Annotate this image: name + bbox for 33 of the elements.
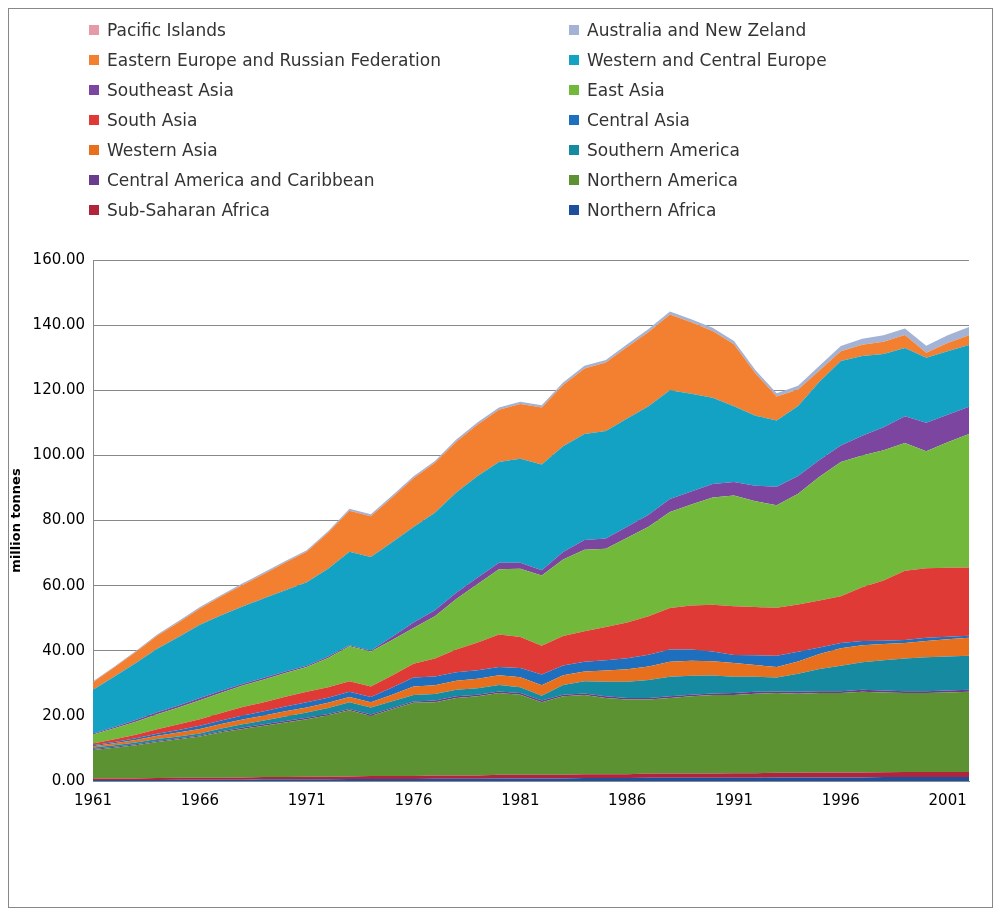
legend-label: Southeast Asia (107, 80, 234, 100)
x-tick-label: 1961 (73, 790, 113, 809)
legend-label: Central America and Caribbean (107, 170, 375, 190)
y-tick-label: 100.00 (32, 445, 86, 464)
legend-label: Western and Central Europe (587, 50, 827, 70)
y-tick-label: 140.00 (32, 315, 86, 334)
y-axis-title: million tonnes (8, 468, 24, 573)
y-tick-label: 160.00 (32, 249, 86, 268)
y-tick-label: 60.00 (42, 575, 86, 594)
y-tick-label: 40.00 (42, 640, 86, 659)
legend-label: Eastern Europe and Russian Federation (107, 50, 441, 70)
y-tick-label: 20.00 (42, 705, 86, 724)
legend-label: Northern Africa (587, 200, 717, 220)
x-tick-label: 1991 (714, 790, 754, 809)
legend-label: Central Asia (587, 110, 690, 130)
y-tick-label: 120.00 (32, 380, 86, 399)
x-tick-label: 2001 (928, 790, 967, 809)
x-tick-label: 1971 (287, 790, 326, 809)
legend-label: Pacific Islands (107, 20, 226, 40)
legend-label: Northern America (587, 170, 738, 190)
legend-label: South Asia (107, 110, 198, 130)
x-tick-label: 1996 (821, 790, 860, 809)
legend-label: Australia and New Zeland (587, 20, 807, 40)
x-tick-label: 1976 (394, 790, 433, 809)
legend-label: Sub-Saharan Africa (107, 200, 270, 220)
y-tick-label: 0.00 (51, 770, 86, 789)
x-tick-label: 1986 (608, 790, 647, 809)
legend-label: East Asia (587, 80, 665, 100)
legend-label: Southern America (587, 140, 740, 160)
y-tick-label: 80.00 (42, 510, 86, 529)
legend-label: Western Asia (107, 140, 218, 160)
x-tick-label: 1966 (180, 790, 219, 809)
x-tick-label: 1981 (501, 790, 540, 809)
